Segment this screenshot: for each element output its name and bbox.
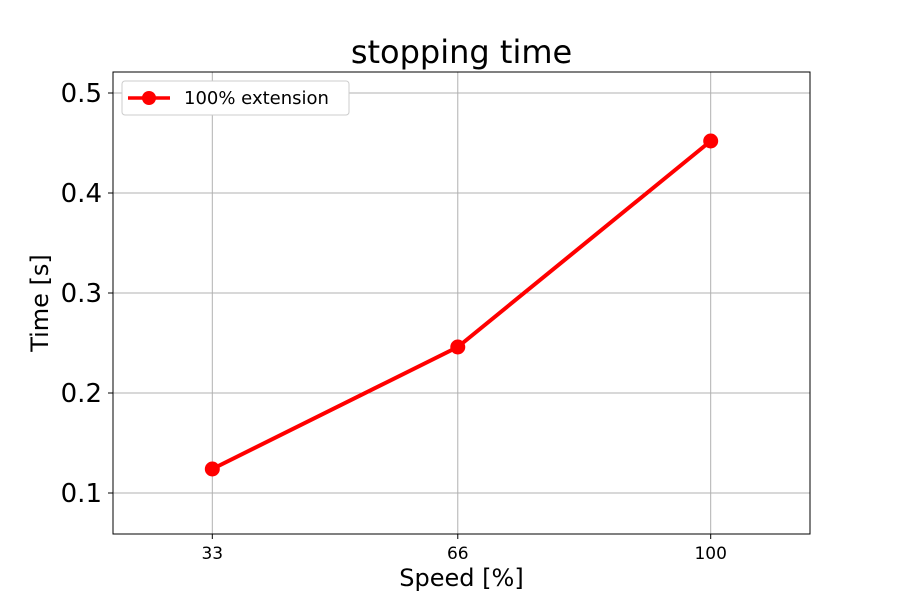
x-tick-label: 100 (694, 544, 726, 564)
data-point (204, 461, 220, 477)
legend-label: 100% extension (184, 88, 329, 109)
plot-area (113, 72, 810, 534)
series-layer (204, 133, 719, 477)
y-axis-label: Time [s] (26, 254, 54, 353)
legend: 100% extension (121, 80, 350, 116)
y-tick-label: 0.3 (61, 279, 102, 309)
x-tick-label: 66 (447, 544, 469, 564)
y-tick-label: 0.5 (61, 79, 102, 109)
plot-frame (112, 71, 811, 535)
chart-title: stopping time (351, 33, 572, 71)
y-tick-label: 0.4 (61, 179, 102, 209)
data-point (450, 339, 466, 355)
x-axis-label: Speed [%] (399, 564, 523, 592)
data-point (703, 133, 719, 149)
legend-marker-swatch (142, 91, 156, 105)
ticks-layer: 33 66 100 0.1 0.2 0.3 0.4 0.5 (61, 79, 727, 564)
x-tick-label: 33 (201, 544, 223, 564)
legend-frame (121, 80, 350, 116)
y-tick-label: 0.2 (61, 379, 102, 409)
y-tick-label: 0.1 (61, 479, 102, 509)
